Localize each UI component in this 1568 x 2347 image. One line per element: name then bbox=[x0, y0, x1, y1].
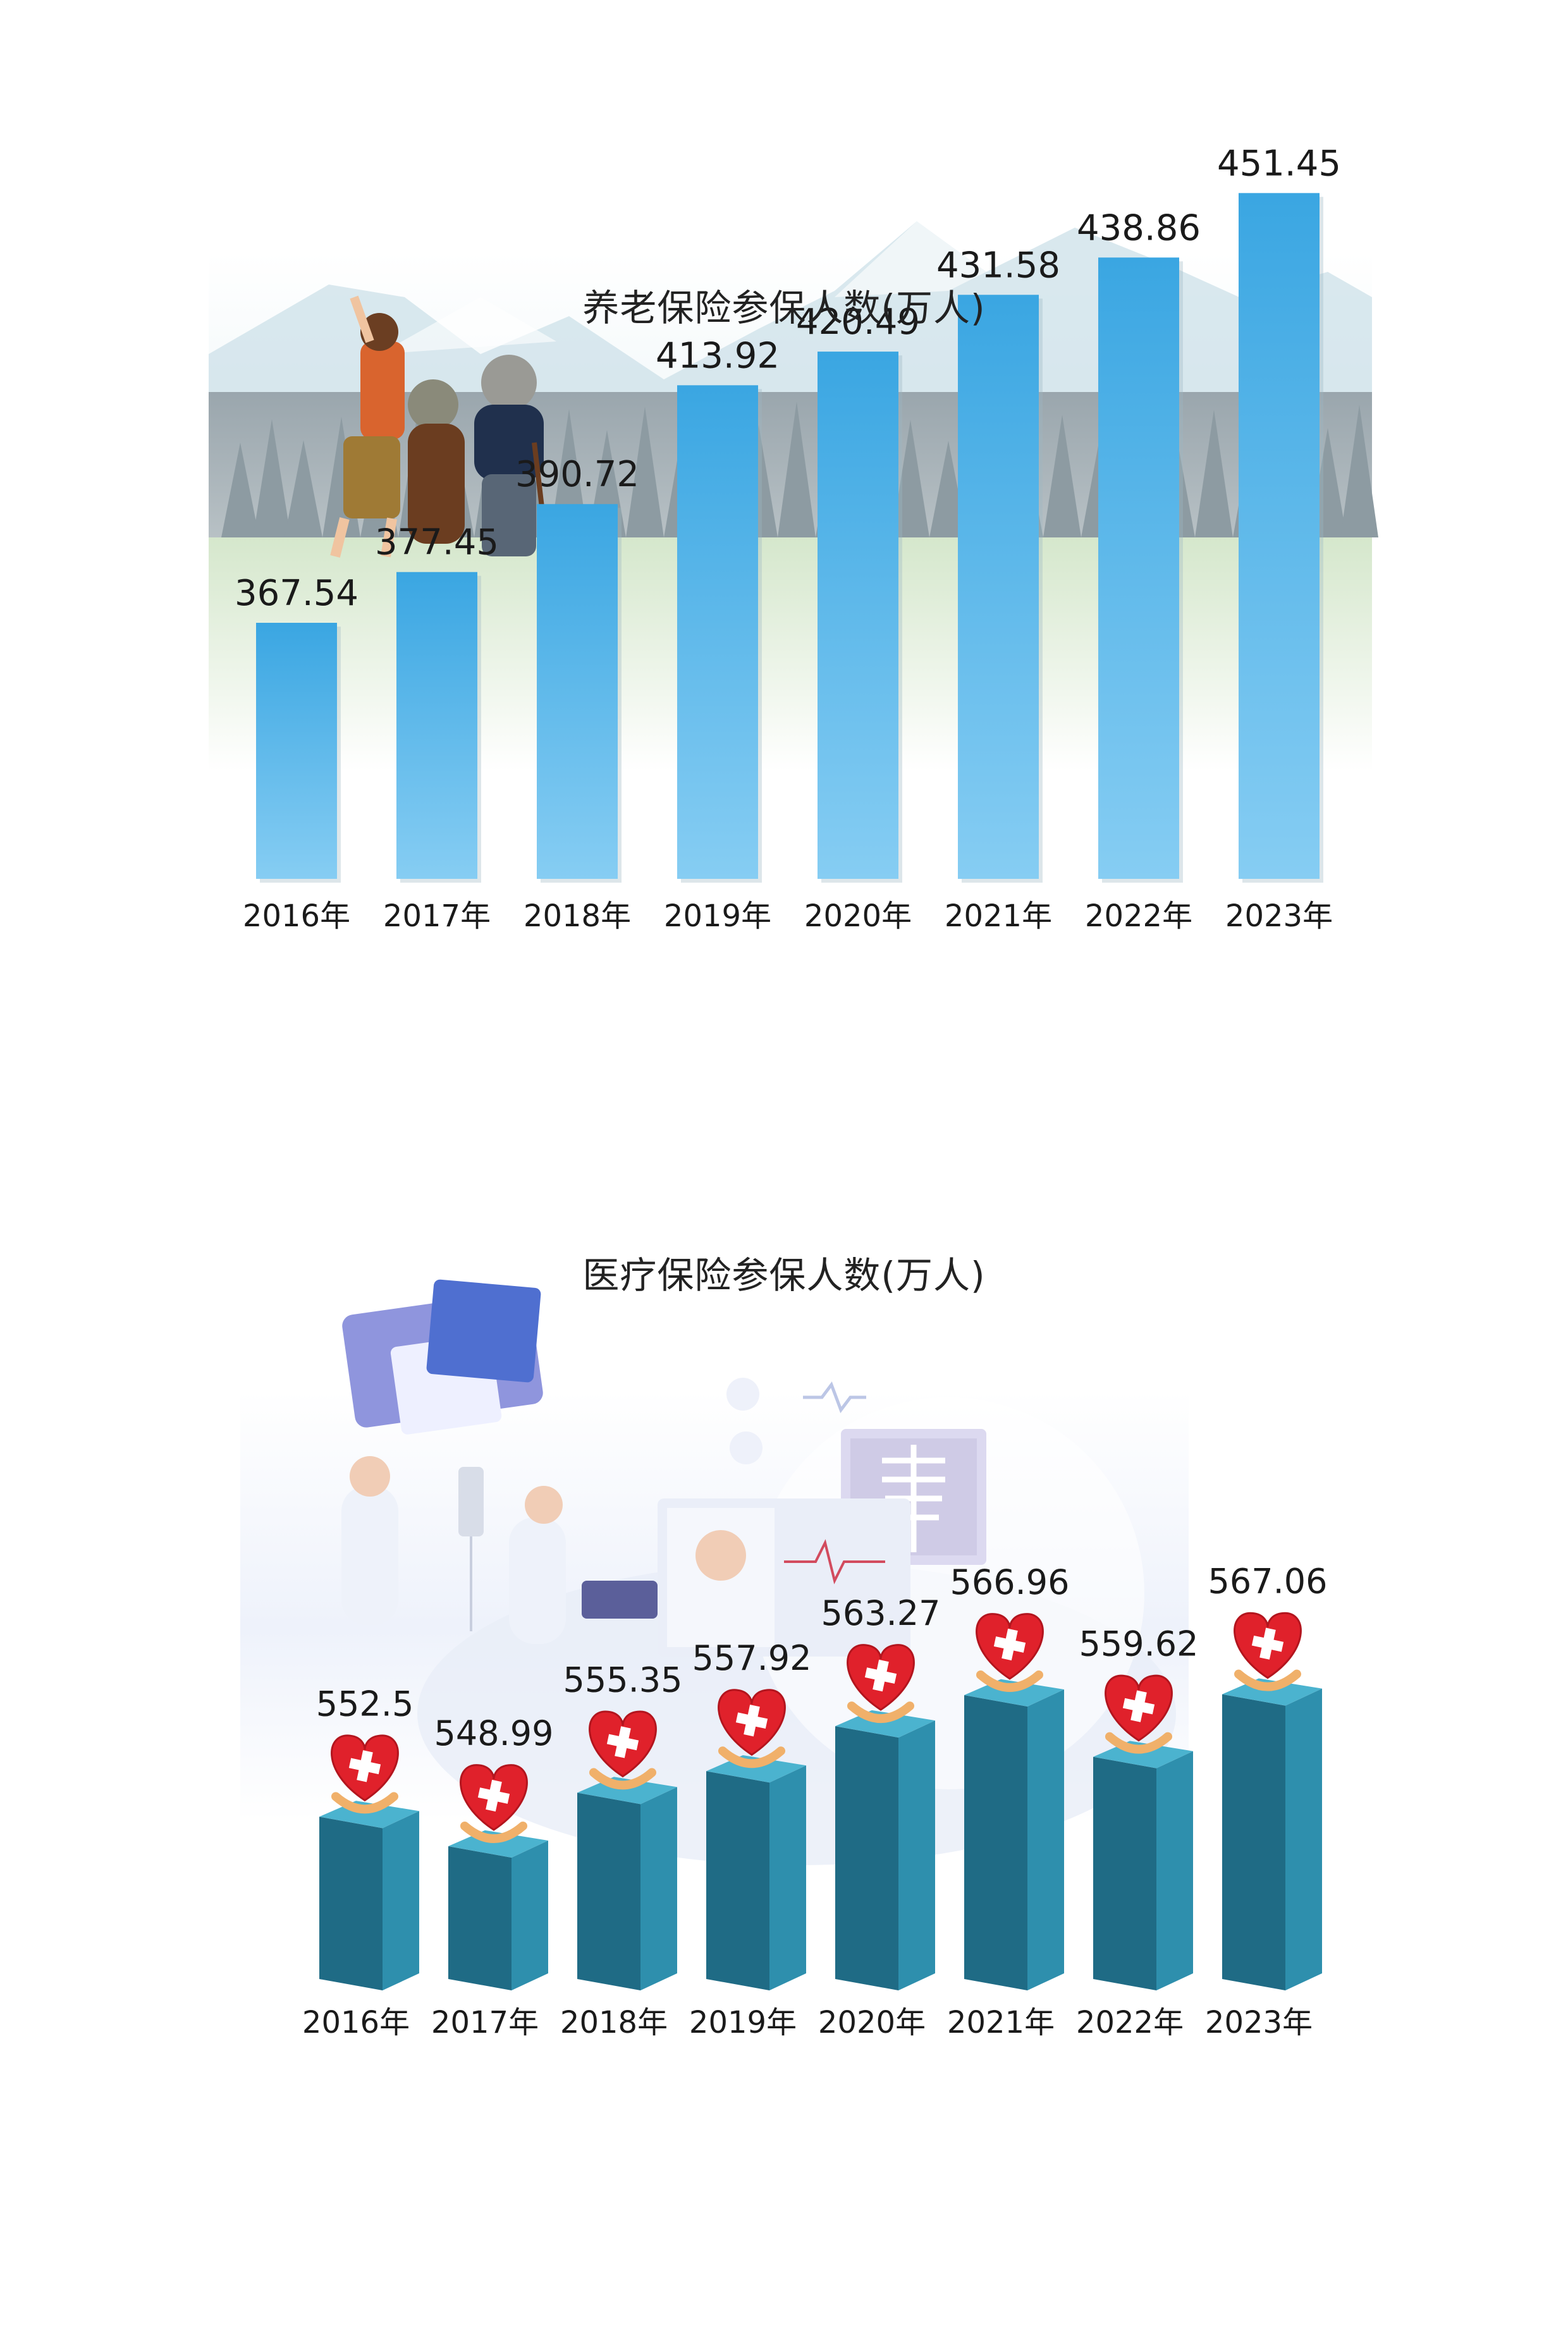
pension-chart-title: 养老保险参保人数(万人) bbox=[582, 286, 986, 329]
pension-category-label: 2018年 bbox=[524, 898, 631, 934]
medical-bar-side bbox=[448, 1846, 511, 1990]
medical-bar bbox=[1027, 1689, 1064, 1990]
medical-bar-side bbox=[835, 1726, 898, 1990]
heart-cross-icon bbox=[331, 1734, 399, 1814]
pension-bar bbox=[818, 352, 898, 879]
elderly-family-illustration bbox=[330, 295, 549, 558]
medical-chart: 552.5 2016年 548.99 2017年 555.35 2018年 557.92 20… bbox=[240, 1279, 1328, 2040]
pension-category-label: 2023年 bbox=[1225, 898, 1333, 934]
medical-value-label: 559.62 bbox=[1079, 1624, 1199, 1664]
medical-category-label: 2021年 bbox=[947, 2005, 1055, 2040]
medical-category-label: 2018年 bbox=[560, 2005, 668, 2040]
medical-category-label: 2019年 bbox=[689, 2005, 797, 2040]
pension-bar bbox=[958, 295, 1039, 879]
medical-category-label: 2023年 bbox=[1205, 2005, 1313, 2040]
medical-value-label: 555.35 bbox=[563, 1660, 683, 1700]
medical-bar-side bbox=[1222, 1694, 1285, 1990]
pension-bar bbox=[1239, 193, 1320, 879]
medical-value-label: 557.92 bbox=[692, 1638, 812, 1678]
pension-value-label: 438.86 bbox=[1077, 207, 1201, 248]
heart-cross-icon bbox=[1234, 1612, 1302, 1691]
pension-category-label: 2021年 bbox=[945, 898, 1052, 934]
heart-cross-icon bbox=[1105, 1674, 1173, 1754]
pension-category-label: 2017年 bbox=[383, 898, 491, 934]
medical-bar bbox=[1156, 1751, 1193, 1990]
pension-bar bbox=[396, 572, 477, 879]
pension-bar bbox=[537, 504, 618, 879]
pension-category-label: 2020年 bbox=[804, 898, 912, 934]
pension-value-label: 390.72 bbox=[515, 454, 639, 495]
heart-cross-icon bbox=[718, 1689, 786, 1768]
medical-category-label: 2022年 bbox=[1076, 2005, 1184, 2040]
medical-bar bbox=[769, 1765, 806, 1990]
medical-value-label: 567.06 bbox=[1208, 1562, 1328, 1602]
medical-category-label: 2016年 bbox=[302, 2005, 410, 2040]
medical-bar bbox=[511, 1841, 548, 1990]
heart-cross-icon bbox=[847, 1644, 915, 1723]
medical-bar bbox=[383, 1811, 419, 1990]
pension-bar bbox=[1098, 257, 1179, 879]
medical-value-label: 566.96 bbox=[950, 1562, 1070, 1602]
medical-bar-side bbox=[964, 1694, 1027, 1990]
pension-category-label: 2016年 bbox=[243, 898, 350, 934]
pension-bar bbox=[677, 385, 758, 879]
medical-bar bbox=[898, 1720, 935, 1990]
pension-chart: 367.54 2016年 377.45 2017年 390.72 2018年 413.92 2… bbox=[209, 143, 1378, 934]
pension-value-label: 377.45 bbox=[375, 522, 499, 563]
pension-bar bbox=[256, 623, 337, 879]
pension-value-label: 451.45 bbox=[1217, 143, 1341, 184]
medical-bar bbox=[640, 1787, 677, 1990]
medical-category-label: 2017年 bbox=[431, 2005, 539, 2040]
heart-cross-icon bbox=[976, 1613, 1044, 1692]
medical-chart-panel: 552.5 2016年 548.99 2017年 555.35 2018年 557.92 20… bbox=[0, 1075, 1568, 2347]
pension-value-label: 420.49 bbox=[796, 302, 920, 343]
medical-value-label: 552.5 bbox=[316, 1684, 414, 1724]
pension-value-label: 431.58 bbox=[936, 245, 1060, 286]
medical-bar-side bbox=[577, 1792, 640, 1990]
medical-bar bbox=[1285, 1688, 1322, 1990]
heart-cross-icon bbox=[460, 1764, 528, 1843]
pension-category-label: 2022年 bbox=[1085, 898, 1192, 934]
medical-bar-side bbox=[319, 1817, 383, 1990]
pension-chart-panel: 367.54 2016年 377.45 2017年 390.72 2018年 413.92 2… bbox=[0, 0, 1568, 1075]
pension-value-label: 367.54 bbox=[235, 573, 358, 614]
pension-category-label: 2019年 bbox=[664, 898, 771, 934]
medical-bar-side bbox=[706, 1771, 769, 1990]
medical-value-label: 548.99 bbox=[434, 1713, 554, 1753]
medical-chart-title: 医疗保险参保人数(万人) bbox=[582, 1254, 986, 1297]
pension-value-label: 413.92 bbox=[656, 335, 780, 376]
medical-bar-side bbox=[1093, 1756, 1156, 1990]
medical-category-label: 2020年 bbox=[818, 2005, 926, 2040]
heart-cross-icon bbox=[589, 1710, 657, 1790]
medical-value-label: 563.27 bbox=[821, 1593, 941, 1633]
